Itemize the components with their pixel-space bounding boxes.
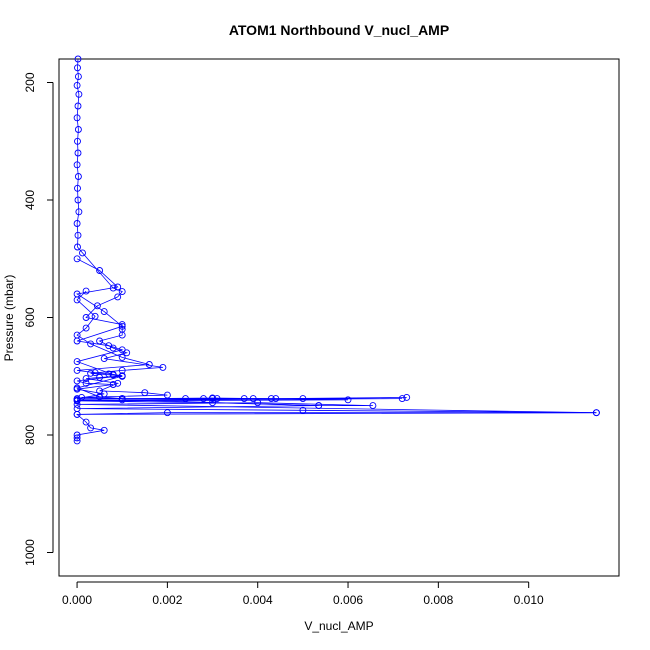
data-point <box>74 126 82 133</box>
chart-title: ATOM1 Northbound V_nucl_AMP <box>229 22 449 38</box>
data-point <box>114 283 122 291</box>
data-point <box>96 373 104 381</box>
data-point <box>74 137 81 145</box>
data-point <box>114 293 122 301</box>
series-line <box>76 58 597 441</box>
x-axis: 0.000 0.002 0.004 0.006 0.008 0.010 <box>62 581 544 607</box>
data-point <box>73 434 81 442</box>
y-axis: 200 400 600 800 1000 <box>23 72 54 566</box>
x-tick-label: 0.006 <box>333 593 363 607</box>
data-point <box>109 381 117 388</box>
data-point <box>118 288 126 296</box>
data-point <box>73 437 81 445</box>
data-point <box>74 243 81 251</box>
data-point <box>118 346 126 354</box>
data-point <box>82 418 90 426</box>
x-tick-label: 0.008 <box>423 593 453 607</box>
data-point <box>73 385 81 393</box>
data-point <box>73 296 81 304</box>
data-point <box>403 393 411 401</box>
data-point <box>369 402 377 410</box>
data-point <box>100 426 108 434</box>
x-tick-label: 0.010 <box>514 593 544 607</box>
series-line <box>75 258 597 415</box>
data-point <box>73 220 81 227</box>
data-point <box>398 395 406 403</box>
data-point <box>299 406 307 414</box>
data-point <box>73 358 81 366</box>
data-point <box>74 149 82 157</box>
data-point <box>96 267 104 274</box>
plot-frame <box>58 58 620 577</box>
data-point <box>100 390 108 398</box>
data-point <box>74 64 81 72</box>
data-point <box>100 355 108 363</box>
data-point <box>74 55 82 63</box>
data-point <box>91 369 99 377</box>
data-point <box>118 322 126 330</box>
data-point <box>73 114 81 122</box>
y-tick-label: 800 <box>23 425 37 445</box>
data-point <box>73 161 81 169</box>
y-tick-label: 1000 <box>23 539 37 566</box>
data-point <box>100 308 108 316</box>
data-point <box>87 424 95 432</box>
data-point <box>82 375 90 383</box>
x-tick-label: 0.004 <box>243 593 273 607</box>
series-layer <box>73 55 600 445</box>
data-point <box>82 324 90 332</box>
data-point <box>87 369 95 377</box>
data-point <box>163 409 171 417</box>
data-point <box>93 302 101 310</box>
data-point <box>82 314 90 321</box>
data-point <box>75 208 83 216</box>
series-line <box>76 290 403 401</box>
data-point <box>105 342 113 350</box>
data-point <box>114 379 122 387</box>
y-axis-label: Pressure (mbar) <box>2 275 16 362</box>
data-point <box>344 396 352 404</box>
data-point <box>118 331 126 339</box>
data-point <box>592 409 600 417</box>
data-point <box>315 402 323 410</box>
data-point <box>87 340 95 348</box>
data-point <box>74 102 82 110</box>
data-point <box>73 255 81 263</box>
data-point <box>118 353 126 361</box>
data-point <box>73 81 81 89</box>
data-point <box>145 361 153 368</box>
x-tick-label: 0.002 <box>152 593 182 607</box>
data-point <box>82 287 90 295</box>
data-point <box>73 331 81 339</box>
x-tick-label: 0.000 <box>62 593 92 607</box>
data-point <box>74 173 82 180</box>
data-point <box>74 196 82 204</box>
y-tick-label: 600 <box>23 307 37 327</box>
data-point <box>74 231 82 239</box>
y-tick-label: 400 <box>23 190 37 210</box>
data-point <box>73 377 81 385</box>
data-point <box>74 73 82 81</box>
data-point <box>91 312 99 320</box>
data-point <box>74 184 81 192</box>
data-point <box>73 410 81 418</box>
data-point <box>73 396 81 404</box>
data-point <box>79 249 86 257</box>
data-point <box>105 370 113 378</box>
data-point <box>141 389 149 397</box>
data-point <box>73 366 81 374</box>
data-point <box>118 372 126 380</box>
x-axis-label: V_nucl_AMP <box>304 619 373 633</box>
data-point <box>82 379 90 387</box>
data-point <box>75 90 83 98</box>
y-tick-label: 200 <box>23 72 37 92</box>
data-point <box>159 363 167 371</box>
data-point <box>209 395 216 403</box>
